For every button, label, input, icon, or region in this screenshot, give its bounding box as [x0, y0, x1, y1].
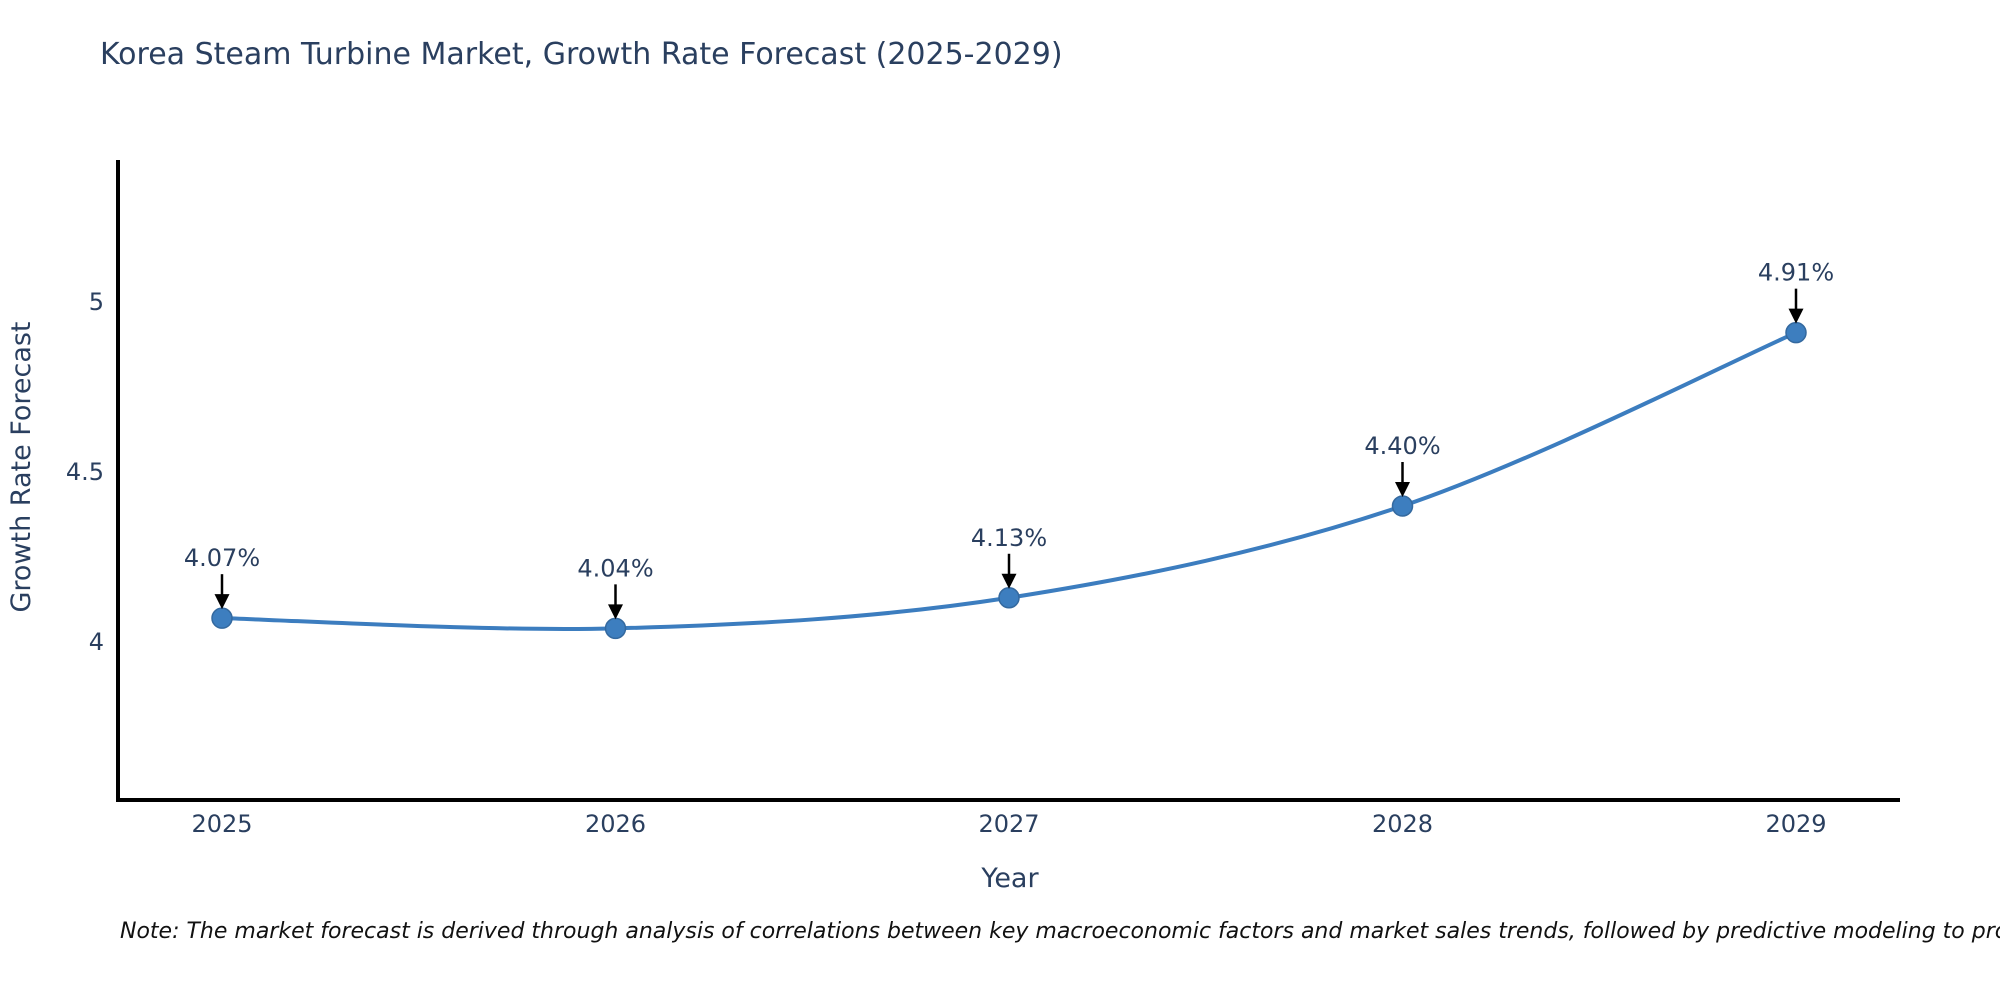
- x-tick-label: 2027: [978, 810, 1039, 838]
- y-tick-label: 5: [89, 288, 104, 316]
- annotation-arrowhead-icon: [1788, 308, 1804, 324]
- data-point-marker: [1391, 495, 1414, 517]
- data-point-value-label: 4.13%: [971, 524, 1047, 552]
- annotation-arrowhead-icon: [214, 594, 230, 610]
- x-axis-title: Year: [980, 863, 1039, 894]
- annotation-arrowhead-icon: [1395, 482, 1410, 498]
- footnote: Note: The market forecast is derived thr…: [120, 919, 2000, 944]
- point-annotations: 4.07% 4.04% 4.13% 4.40% 4.91%: [184, 259, 1834, 620]
- y-tick-label: 4: [89, 628, 104, 656]
- data-point-marker: [604, 617, 627, 640]
- x-tick-label: 2028: [1372, 810, 1433, 838]
- data-point-marker: [1785, 321, 1807, 344]
- data-point-value-label: 4.04%: [577, 554, 653, 582]
- y-axis-title: Growth Rate Forecast: [6, 321, 37, 612]
- axes: [116, 160, 1900, 802]
- x-tick-label: 2026: [585, 810, 646, 838]
- y-axis-ticks: 44.55: [66, 288, 104, 656]
- annotation-arrowhead-icon: [608, 604, 623, 620]
- data-point-marker: [998, 587, 1020, 609]
- data-point-value-label: 4.07%: [184, 544, 260, 572]
- x-tick-label: 2029: [1765, 810, 1826, 838]
- annotation-arrowhead-icon: [1001, 573, 1017, 589]
- data-point-markers: [211, 321, 1807, 640]
- x-axis-ticks: 2025 2026 2027 2028 2029: [191, 810, 1826, 838]
- data-point-value-label: 4.40%: [1364, 432, 1440, 460]
- y-tick-label: 4.5: [66, 458, 104, 486]
- data-point-value-label: 4.91%: [1758, 259, 1834, 287]
- chart-title: Korea Steam Turbine Market, Growth Rate …: [100, 37, 1063, 72]
- data-point-marker: [211, 607, 233, 629]
- x-tick-label: 2025: [191, 810, 252, 838]
